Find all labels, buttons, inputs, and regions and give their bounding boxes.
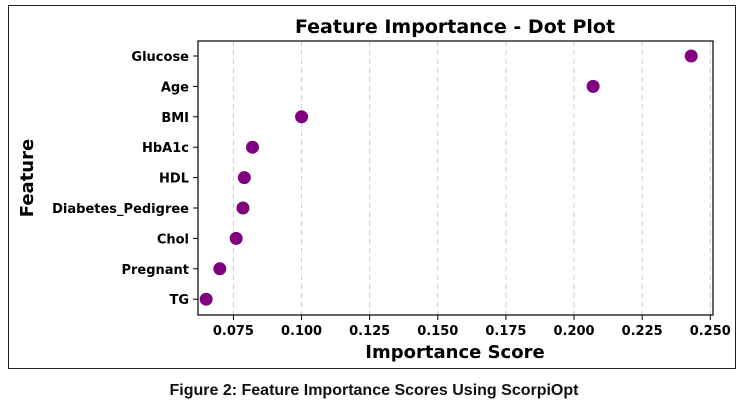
y-tick-label: HbA1c <box>142 141 189 156</box>
data-point <box>295 110 309 124</box>
x-tick-label: 0.250 <box>690 324 731 339</box>
x-tick-label: 0.200 <box>553 324 594 339</box>
figure-caption: Figure 2: Feature Importance Scores Usin… <box>169 382 579 399</box>
y-axis-label: Feature <box>17 139 38 217</box>
y-tick-label: Diabetes_Pedigree <box>52 202 189 217</box>
x-tick-label: 0.100 <box>281 324 322 339</box>
data-point <box>237 171 251 185</box>
plot-area <box>197 40 714 316</box>
chart-title: Feature Importance - Dot Plot <box>295 16 615 38</box>
data-point <box>684 49 698 63</box>
y-tick-label: HDL <box>159 172 189 187</box>
y-axis: Glucose Age BMI HbA1c HDL Diabetes_Pedigree Ch… <box>52 50 198 308</box>
data-point <box>213 262 227 276</box>
x-tick-label: 0.075 <box>213 324 254 339</box>
x-tick-label: 0.225 <box>622 324 663 339</box>
figure-frame <box>8 5 736 369</box>
data-points <box>199 49 698 306</box>
data-point <box>586 79 600 93</box>
x-axis-label: Importance Score <box>365 342 544 363</box>
data-point <box>229 231 243 245</box>
x-axis: 0.075 0.100 0.125 0.150 0.175 0.200 0.225 0.250 <box>213 315 731 339</box>
y-tick-label: Chol <box>157 232 189 247</box>
x-tick-label: 0.125 <box>349 324 390 339</box>
y-tick-label: Glucose <box>131 50 189 65</box>
y-tick-label: Age <box>161 80 189 95</box>
x-tick-label: 0.175 <box>485 324 526 339</box>
y-tick-label: Pregnant <box>121 263 189 278</box>
grid-lines <box>232 41 711 315</box>
data-point <box>245 140 259 154</box>
data-point <box>199 292 213 306</box>
y-tick-label: TG <box>169 293 189 308</box>
x-tick-label: 0.150 <box>417 324 458 339</box>
data-point <box>236 201 250 215</box>
y-tick-label: BMI <box>161 111 189 126</box>
